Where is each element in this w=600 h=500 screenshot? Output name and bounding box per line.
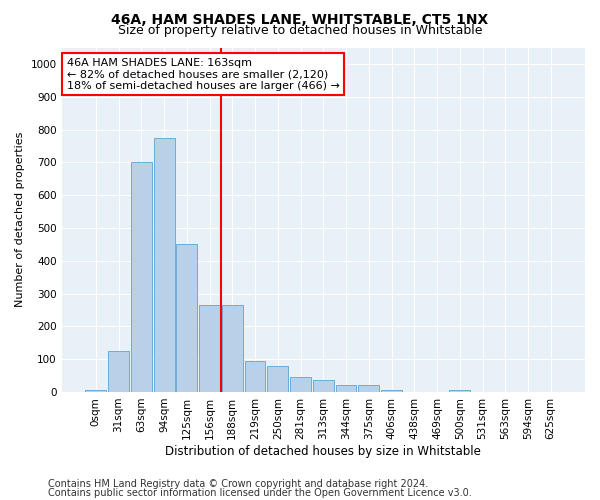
X-axis label: Distribution of detached houses by size in Whitstable: Distribution of detached houses by size … [166,444,481,458]
Bar [176,244,197,392]
Bar [245,361,265,392]
Bar [290,377,311,392]
Bar [313,380,334,392]
Bar [131,162,152,392]
Bar [222,305,243,392]
Text: 46A HAM SHADES LANE: 163sqm
← 82% of detached houses are smaller (2,120)
18% of : 46A HAM SHADES LANE: 163sqm ← 82% of det… [67,58,340,91]
Bar [381,390,402,392]
Bar [154,138,175,392]
Text: Contains public sector information licensed under the Open Government Licence v3: Contains public sector information licen… [48,488,472,498]
Y-axis label: Number of detached properties: Number of detached properties [15,132,25,308]
Text: Contains HM Land Registry data © Crown copyright and database right 2024.: Contains HM Land Registry data © Crown c… [48,479,428,489]
Bar [335,386,356,392]
Bar [358,386,379,392]
Bar [85,390,106,392]
Bar [449,390,470,392]
Text: Size of property relative to detached houses in Whitstable: Size of property relative to detached ho… [118,24,482,37]
Text: 46A, HAM SHADES LANE, WHITSTABLE, CT5 1NX: 46A, HAM SHADES LANE, WHITSTABLE, CT5 1N… [112,12,488,26]
Bar [108,351,129,392]
Bar [268,366,288,392]
Bar [199,305,220,392]
